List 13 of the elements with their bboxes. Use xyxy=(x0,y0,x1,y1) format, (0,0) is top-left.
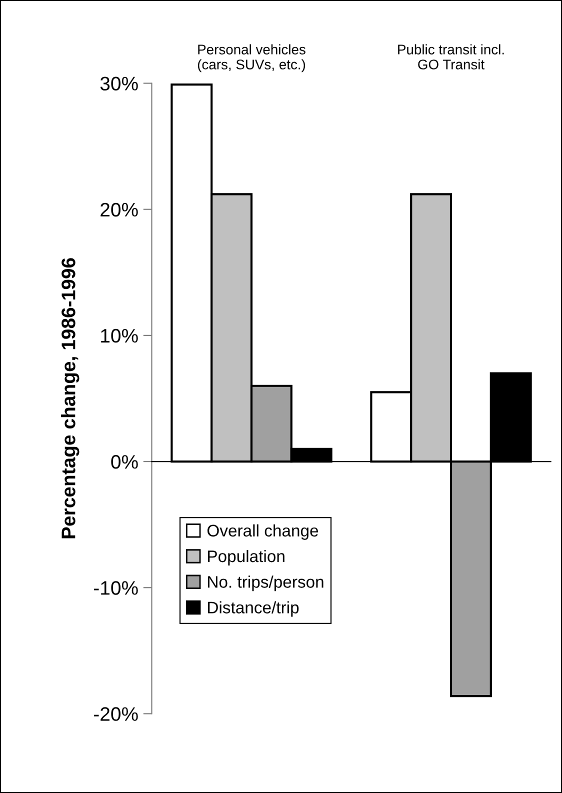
y-tick-label: 0% xyxy=(111,454,138,469)
x-tick-label: Personal vehicles (cars, SUVs, etc.) xyxy=(198,44,306,72)
y-tick-label: 10% xyxy=(101,328,138,343)
y-tick-label: -20% xyxy=(94,707,138,721)
x-tick-label: Public transit incl. GO Transit xyxy=(398,44,504,70)
legend-label: Population xyxy=(208,550,284,566)
legend-label: Overall change xyxy=(207,524,318,540)
legend-label: Distance/trip xyxy=(208,601,299,617)
y-tick-label: -10% xyxy=(94,581,138,595)
y-axis-title: Percentage change, 1986-1996 xyxy=(61,258,80,538)
y-tick-label: 30% xyxy=(100,76,138,90)
y-tick-label: 20% xyxy=(100,202,138,217)
legend-label: No. trips/person xyxy=(208,576,324,592)
